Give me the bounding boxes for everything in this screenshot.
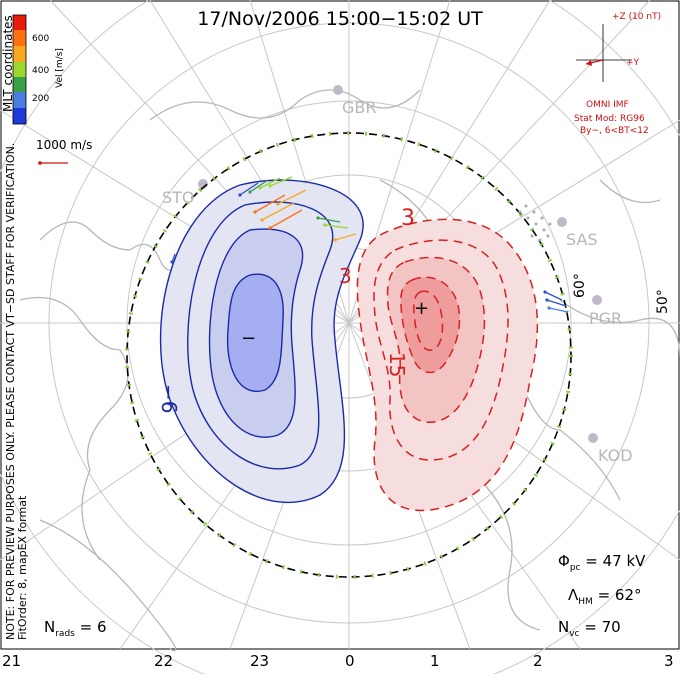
mlt-tick-2: 2 xyxy=(533,652,543,670)
station-marker-pgr xyxy=(592,295,602,305)
dusk-cell xyxy=(159,179,364,504)
contour-label-pos-3a: 3 xyxy=(401,206,415,231)
nvc-value: = 70 xyxy=(584,618,621,636)
contour-label-pos-3b: 3 xyxy=(339,264,352,288)
phi-symbol: Φ xyxy=(558,552,570,570)
station-label-gbr: GBR xyxy=(342,98,377,117)
stat-num-radars: Nrads = 6 xyxy=(44,618,107,639)
mlt-tick-0: 0 xyxy=(345,652,355,670)
contour-label-neg: −6 xyxy=(157,384,181,414)
potential-max-marker: + xyxy=(414,298,430,319)
stat-hm-latitude: ΛHM = 62° xyxy=(568,586,642,607)
plot-frame xyxy=(0,0,680,650)
station-marker-kod xyxy=(588,433,598,443)
mlt-tick-3: 3 xyxy=(664,652,674,670)
hm-boundary-dots xyxy=(125,131,573,579)
lambda-symbol: Λ xyxy=(568,586,579,604)
imf-y-label: +Y xyxy=(626,58,640,68)
station-label-pgr: PGR xyxy=(589,309,623,328)
imf-source: OMNI IMF xyxy=(586,100,629,110)
nvc-sub: vc xyxy=(569,629,580,639)
mlt-tick-1: 1 xyxy=(430,652,440,670)
phi-value: = 47 kV xyxy=(585,552,646,570)
phi-sub: pc xyxy=(569,563,581,573)
lambda-value: = 62° xyxy=(597,586,642,604)
nrads-value: = 6 xyxy=(79,618,107,636)
colorbar-label: Vel [m/s] xyxy=(55,48,65,88)
stat-num-vectors: Nvc = 70 xyxy=(558,618,621,639)
potential-min-marker: − xyxy=(241,328,257,349)
scale-vector-label: 1000 m/s xyxy=(36,138,93,152)
station-marker-sas xyxy=(557,217,567,227)
pos-contour-5 xyxy=(413,290,444,351)
neg-contour-4 xyxy=(226,273,284,393)
fit-note: FitOrder: 8, mapEX format xyxy=(16,495,29,640)
station-marker-gbr xyxy=(333,85,343,95)
colorbar-tick-200: 200 xyxy=(32,94,50,104)
contour-label-pos-15: 15 xyxy=(385,352,409,378)
nvc-symbol: N xyxy=(558,618,570,636)
map-title: 17/Nov/2006 15:00−15:02 UT xyxy=(197,8,483,30)
colorbar-tick-600: 600 xyxy=(32,34,50,44)
imf-model-line2: By−, 6<BT<12 xyxy=(580,126,649,136)
imf-dial xyxy=(576,24,632,82)
dawn-cell xyxy=(356,218,539,512)
data-points xyxy=(518,204,552,242)
coord-label: MLT coordinates xyxy=(1,15,15,112)
stat-cross-polar-potential: Φpc = 47 kV xyxy=(558,552,645,573)
mlt-tick-23: 23 xyxy=(250,652,270,670)
scale-vector-dot xyxy=(38,161,42,165)
lat-label-50: 50° xyxy=(655,289,671,314)
nrads-symbol: N xyxy=(44,618,56,636)
imf-model-line1: Stat Mod: RG96 xyxy=(574,114,645,124)
colorbar-tick-400: 400 xyxy=(32,66,50,76)
nrads-sub: rads xyxy=(55,629,75,639)
station-label-kod: KOD xyxy=(598,446,633,465)
lat-label-60: 60° xyxy=(572,273,588,298)
mlt-tick-22: 22 xyxy=(154,652,174,670)
colorbar xyxy=(12,14,27,125)
station-label-sas: SAS xyxy=(566,230,598,249)
station-markers xyxy=(198,85,602,443)
imf-z-label: +Z (10 nT) xyxy=(612,12,662,22)
lambda-sub: HM xyxy=(578,597,593,607)
velocity-vectors xyxy=(170,176,569,313)
coastlines xyxy=(19,89,680,652)
mlt-tick-21: 21 xyxy=(2,652,22,670)
station-label-sto: STO xyxy=(162,188,195,207)
